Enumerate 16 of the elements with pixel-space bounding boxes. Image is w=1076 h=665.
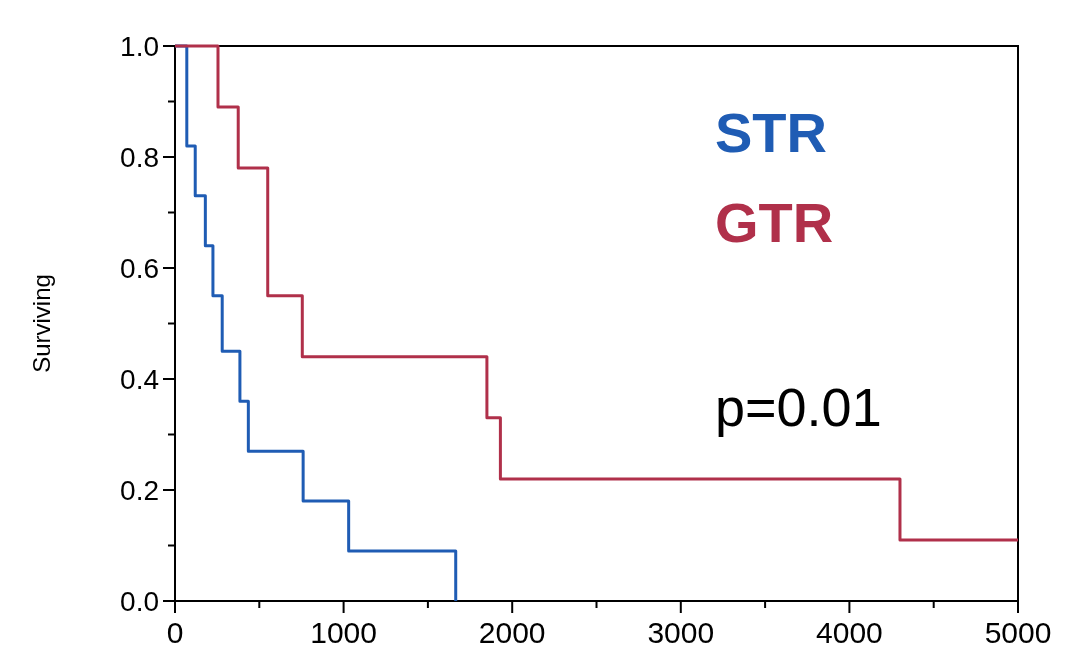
x-tick-label: 4000 [816, 616, 883, 649]
x-tick-label: 2000 [478, 616, 546, 649]
y-tick-label: 0.6 [120, 253, 159, 284]
x-tick-label: 1000 [310, 616, 377, 649]
x-tick-label: 0 [166, 616, 184, 649]
annotation: p=0.01 [715, 377, 882, 437]
text: GTR [715, 191, 834, 254]
y-tick-label: 0.8 [120, 142, 159, 173]
y-axis-title: Surviving [28, 274, 55, 373]
y-tick-label: 1.0 [120, 31, 159, 62]
y-tick-label: 0.2 [120, 475, 159, 506]
x-tick-label: 5000 [984, 616, 1052, 649]
text: 0.0 [120, 586, 159, 617]
text: STR [715, 101, 827, 164]
y-tick-label: 0.4 [120, 364, 159, 395]
x-tick-label: 3000 [647, 616, 715, 649]
